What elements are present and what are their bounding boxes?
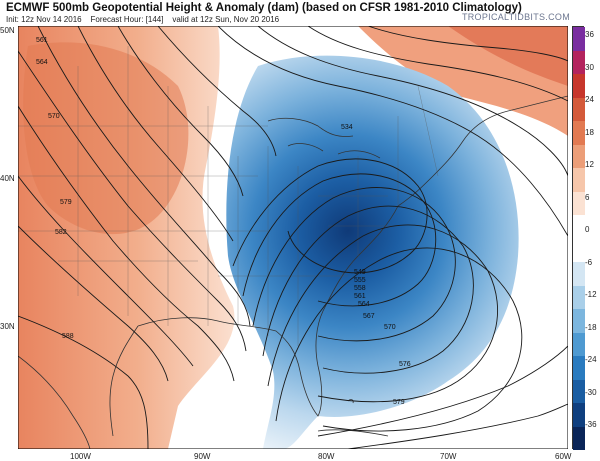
colorbar-tick-label: 6 xyxy=(585,192,590,202)
colorbar-cell xyxy=(573,121,585,145)
forecast-hour: Forecast Hour: [144] xyxy=(90,15,164,24)
colorbar-cell xyxy=(573,356,585,380)
contour-labels: 561 564 570 579 582 588 534 549 555 558 … xyxy=(36,37,411,406)
contour-label: 570 xyxy=(48,113,60,120)
colorbar-tick-label: -30 xyxy=(585,387,597,397)
colorbar-cell xyxy=(573,50,585,74)
header: ECMWF 500mb Geopotential Height & Anomal… xyxy=(0,0,600,26)
height-anomaly-map: 561 564 570 579 582 588 534 549 555 558 … xyxy=(18,26,568,449)
colorbar-cell xyxy=(573,144,585,168)
lon-label-70w: 70W xyxy=(440,452,457,461)
colorbar-cell xyxy=(573,379,585,403)
colorbar-tick-label: 36 xyxy=(585,30,594,39)
height-contours xyxy=(18,26,568,449)
contour-label: 561 xyxy=(354,293,366,300)
contour-label: 570 xyxy=(384,324,396,331)
colorbar-tick-label: -36 xyxy=(585,420,597,430)
contour-label: 534 xyxy=(341,124,353,131)
colorbar-tick-label: -6 xyxy=(585,257,593,267)
colorbar-cell xyxy=(573,238,585,262)
colorbar-cell xyxy=(573,426,585,450)
map-panel: 561 564 570 579 582 588 534 549 555 558 … xyxy=(18,26,568,449)
lat-label-50n: 50N xyxy=(0,26,15,35)
lon-label-100w: 100W xyxy=(70,452,91,461)
contour-label: 564 xyxy=(36,59,48,66)
contour-label: 582 xyxy=(55,229,67,236)
colorbar xyxy=(572,26,585,450)
colorbar-cell xyxy=(573,27,585,51)
init-time: Init: 12z Nov 14 2016 xyxy=(6,15,82,24)
brand-watermark: TROPICALTIDBITS.COM xyxy=(461,12,570,22)
lon-label-60w: 60W xyxy=(555,452,572,461)
lat-label-30n: 30N xyxy=(0,322,15,331)
colorbar-cell xyxy=(573,168,585,192)
map-title: ECMWF 500mb Geopotential Height & Anomal… xyxy=(6,2,522,14)
contour-label: 579 xyxy=(393,399,405,406)
contour-label: 567 xyxy=(363,313,375,320)
contour-label: 561 xyxy=(36,37,48,44)
contour-label: 579 xyxy=(60,199,72,206)
colorbar-tick-label: -12 xyxy=(585,290,597,300)
colorbar-tick-label: 12 xyxy=(585,160,594,170)
map-subtitle: Init: 12z Nov 14 2016 Forecast Hour: [14… xyxy=(6,15,279,24)
contour-label: 576 xyxy=(399,361,411,368)
warm-anomaly-northeast-core xyxy=(448,26,568,86)
colorbar-cell xyxy=(573,215,585,239)
colorbar-tick-label: 24 xyxy=(585,95,594,105)
colorbar-cell xyxy=(573,309,585,333)
lat-label-40n: 40N xyxy=(0,174,15,183)
contour-label: 588 xyxy=(62,333,74,340)
colorbar-tick-label: -18 xyxy=(585,322,597,332)
warm-anomaly-core xyxy=(23,42,189,235)
colorbar-cell xyxy=(573,74,585,98)
colorbar-tick-label: 18 xyxy=(585,127,594,137)
valid-time: valid at 12z Sun, Nov 20 2016 xyxy=(172,15,280,24)
cold-anomaly-region xyxy=(226,55,519,449)
state-borders xyxy=(18,46,439,346)
colorbar-cell xyxy=(573,191,585,215)
contour-label: 549 xyxy=(354,269,366,276)
lon-label-80w: 80W xyxy=(318,452,335,461)
contour-label: 558 xyxy=(354,285,366,292)
colorbar-tick-label: 0 xyxy=(585,225,590,235)
contour-label: 564 xyxy=(358,301,370,308)
colorbar-cell xyxy=(573,403,585,427)
colorbar-cell xyxy=(573,285,585,309)
lon-label-90w: 90W xyxy=(194,452,211,461)
colorbar-cell xyxy=(573,332,585,356)
colorbar-tick-label: -24 xyxy=(585,355,597,365)
colorbar-cell xyxy=(573,262,585,286)
colorbar-tick-label: 30 xyxy=(585,62,594,72)
colorbar-cell xyxy=(573,97,585,121)
coastlines xyxy=(18,95,568,449)
contour-label: 555 xyxy=(354,277,366,284)
